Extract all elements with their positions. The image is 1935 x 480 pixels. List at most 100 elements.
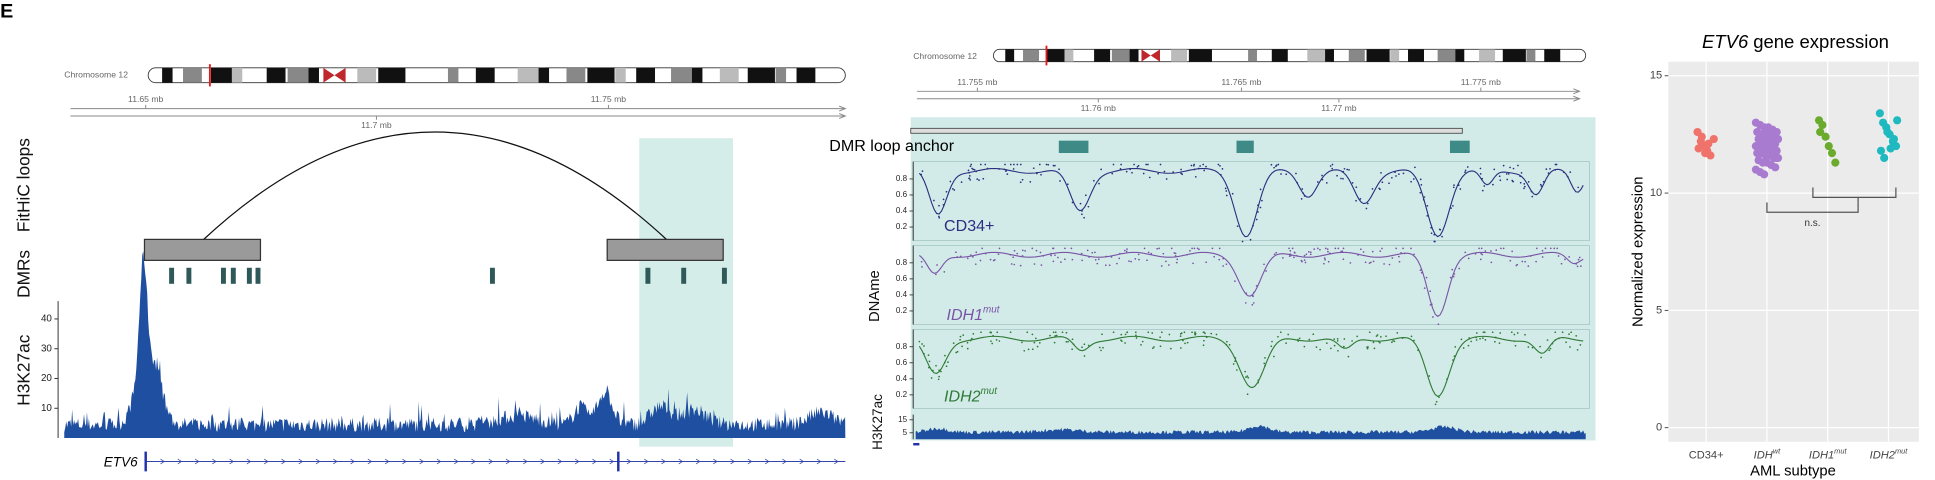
- cpg-dot: [1199, 165, 1201, 167]
- cpg-dot: [1174, 255, 1177, 257]
- cpg-dot: [1321, 178, 1324, 181]
- cpg-dot: [1137, 164, 1140, 167]
- cpg-dot: [1321, 174, 1323, 177]
- cpg-dot: [1576, 348, 1579, 351]
- cpg-dot: [1565, 341, 1567, 344]
- cpg-dot: [1203, 169, 1206, 172]
- cpg-dot: [1500, 247, 1502, 250]
- cpg-dot: [1425, 276, 1428, 279]
- centromere: [1141, 49, 1160, 62]
- cpg-dot: [953, 189, 956, 191]
- band: [162, 67, 173, 83]
- cpg-dot: [1517, 164, 1519, 167]
- cpg-dot: [1097, 258, 1100, 261]
- cpg-dot: [1575, 335, 1578, 337]
- highlight: [910, 117, 1596, 441]
- cpg-dot: [1291, 247, 1294, 250]
- cpg-dot: [1483, 185, 1486, 187]
- cpg-dot: [1464, 251, 1467, 254]
- cpg-dot: [1464, 169, 1467, 172]
- cpg-dot: [1083, 355, 1086, 357]
- cpg-dot: [1426, 204, 1429, 207]
- cpg-dot: [990, 331, 993, 334]
- cpg-dot: [1452, 204, 1454, 207]
- gene-arrow: [315, 458, 321, 465]
- cpg-dot: [1319, 348, 1322, 351]
- cpg-dot: [1514, 344, 1517, 347]
- cpg-dot: [1334, 247, 1337, 250]
- cpg-dot: [966, 347, 969, 350]
- cpg-dot: [938, 216, 941, 219]
- cpg-dot: [1348, 169, 1350, 171]
- cpg-dot: [1557, 255, 1560, 257]
- cpg-dot: [968, 171, 970, 174]
- gene-arrow: [177, 458, 183, 465]
- cpg-dot: [1548, 349, 1551, 352]
- cpg-dot: [1124, 333, 1127, 336]
- cpg-dot: [1241, 240, 1244, 243]
- cpg-dot: [1226, 340, 1228, 343]
- sample-name: IDH1: [947, 306, 984, 324]
- cpg-dot: [1261, 199, 1263, 202]
- cpg-dot: [1577, 258, 1580, 261]
- cpg-dot: [990, 340, 992, 343]
- cpg-dot: [969, 254, 972, 256]
- cpg-dot: [1423, 287, 1426, 289]
- cpg-dot: [1100, 349, 1102, 352]
- cpg-dot: [928, 360, 931, 363]
- y-tick-label: 0.2: [896, 222, 908, 231]
- cpg-dot: [1432, 316, 1434, 318]
- cpg-dot: [1156, 247, 1159, 250]
- cpg-dot: [1263, 263, 1265, 266]
- ruler-label: 11.775 mb: [1461, 77, 1501, 87]
- cpg-dot: [1029, 181, 1032, 183]
- cpg-dot: [1052, 164, 1055, 167]
- cpg-dot: [1494, 336, 1497, 339]
- point: [1697, 132, 1706, 141]
- cpg-dot: [1410, 180, 1412, 183]
- cpg-dot: [921, 266, 923, 268]
- cpg-dot: [1061, 331, 1064, 334]
- cpg-dot: [1482, 331, 1485, 334]
- cpg-dot: [1079, 202, 1082, 205]
- cpg-dot: [928, 366, 930, 369]
- cpg-dot: [1202, 163, 1205, 166]
- cpg-dot: [1215, 333, 1218, 336]
- cpg-dot: [1219, 164, 1221, 167]
- cpg-dot: [1129, 168, 1131, 171]
- cpg-dot: [1390, 341, 1393, 344]
- point: [1704, 139, 1713, 148]
- category-sup: mut: [1834, 447, 1847, 456]
- cpg-dot: [1067, 340, 1069, 343]
- cpg-dot: [1336, 174, 1338, 177]
- cpg-dot: [1375, 335, 1378, 337]
- point: [1831, 158, 1840, 167]
- point: [1771, 163, 1780, 172]
- cpg-dot: [1169, 347, 1172, 350]
- cpg-dot: [1271, 340, 1273, 343]
- cpg-dot: [1094, 251, 1096, 254]
- band: [210, 67, 239, 83]
- cpg-dot: [1038, 163, 1041, 166]
- point: [1816, 127, 1825, 137]
- cpg-dot: [1541, 249, 1544, 252]
- cpg-dot: [1019, 163, 1022, 166]
- cpg-dot: [1343, 167, 1346, 170]
- cpg-dot: [1395, 247, 1398, 250]
- cpg-dot: [1295, 254, 1298, 257]
- cpg-dot: [1372, 341, 1375, 344]
- cpg-dot: [1186, 253, 1188, 256]
- cpg-dot: [1539, 183, 1542, 186]
- cpg-dot: [993, 259, 996, 261]
- cpg-dot: [1088, 256, 1090, 258]
- cpg-dot: [1205, 165, 1207, 168]
- cpg-dot: [1012, 168, 1015, 170]
- chromosome-label: Chromosome 12: [64, 70, 128, 80]
- cpg-dot: [1420, 271, 1423, 274]
- cpg-dot: [1080, 252, 1083, 255]
- cpg-dot: [1246, 375, 1249, 377]
- cpg-dot: [1580, 265, 1582, 268]
- cpg-dot: [1452, 359, 1454, 361]
- cpg-dot: [1179, 333, 1182, 335]
- dmr-box: [1058, 140, 1089, 154]
